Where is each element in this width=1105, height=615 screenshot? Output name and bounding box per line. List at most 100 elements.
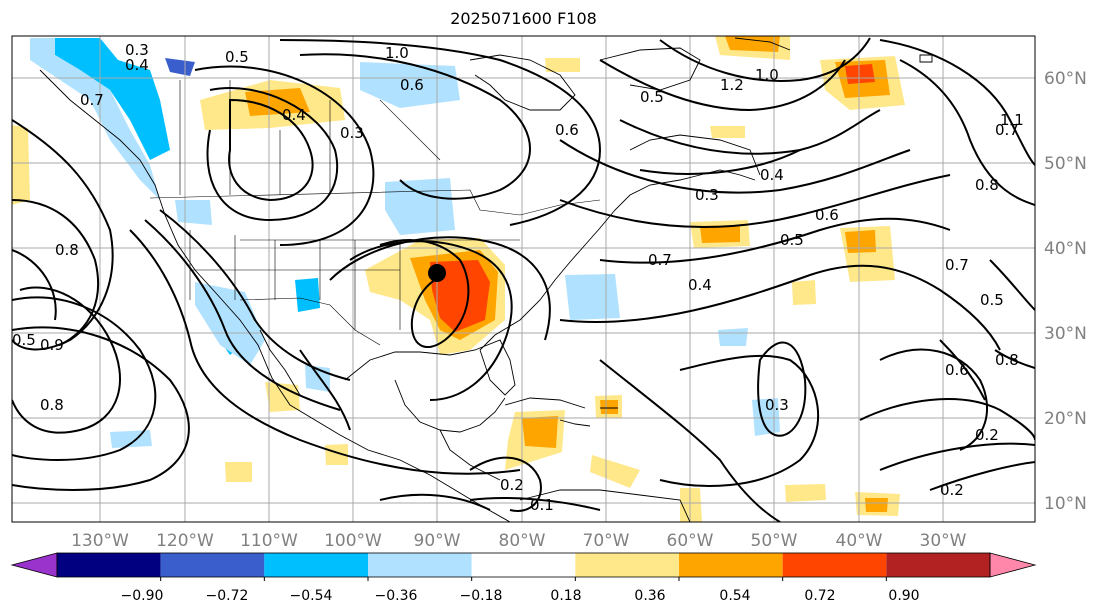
colorbar-cell [471, 553, 576, 577]
contour-label: 0.6 [945, 361, 969, 379]
shaded-anomaly-layer [12, 36, 905, 522]
colorbar-cell [160, 553, 265, 577]
colorbar-tick-label: −0.18 [460, 588, 503, 604]
shade-yellow-baja [265, 382, 300, 412]
contour-label: 0.5 [12, 331, 36, 349]
lon-label: 80°W [499, 531, 546, 551]
lon-label: 130°W [71, 531, 129, 551]
contour-label: 0.7 [80, 91, 104, 109]
shade-red-central [430, 260, 490, 332]
colorbar-cell [886, 553, 990, 577]
contour-label: 0.8 [55, 241, 79, 259]
shade-blue-pacific-nw [55, 38, 170, 160]
lon-label: 60°W [667, 531, 714, 551]
colorbar-tick-label: 0.36 [634, 588, 665, 604]
lon-label: 50°W [751, 531, 798, 551]
shade-orange-caribbean [522, 416, 558, 448]
shade-blue-texas [295, 278, 320, 312]
colorbar-tick-label: −0.72 [206, 588, 249, 604]
contour-label: 0.2 [975, 426, 999, 444]
contour-label: 0.9 [40, 336, 64, 354]
shade-orange-greenland [725, 36, 780, 52]
lon-label: 90°W [414, 531, 461, 551]
colorbar-tick-label: 0.72 [804, 588, 835, 604]
colorbar-cells [10, 552, 1037, 581]
shade-orange-canada [245, 88, 310, 116]
lon-label: 40°W [836, 531, 883, 551]
contour-label: 0.6 [400, 76, 424, 94]
contour-label: 0.4 [760, 166, 784, 184]
contour-label: 0.4 [688, 276, 712, 294]
lat-label: 20°N [1044, 409, 1087, 429]
shade-lightblue-hudson [360, 62, 460, 108]
contour-label: 0.6 [555, 121, 579, 139]
lon-label: 30°W [920, 531, 967, 551]
shade-orange-30w [865, 498, 888, 512]
colorbar-extend-high [989, 552, 1037, 578]
lat-label: 10°N [1044, 494, 1087, 514]
contour-label: 0.7 [945, 256, 969, 274]
colorbar-tick-label: 0.18 [550, 588, 581, 604]
shade-yellow-west-edge [12, 125, 30, 205]
shade-yellow-60w [680, 488, 702, 522]
shade-yellow-lesser-ant [590, 455, 640, 488]
map-title: 2025071600 F108 [450, 9, 597, 28]
contour-label: 0.8 [975, 176, 999, 194]
shade-yellow-gulf [325, 444, 348, 465]
colorbar-tick-label: 0.90 [888, 588, 919, 604]
lat-label: 50°N [1044, 154, 1087, 174]
colorbar-cell [575, 553, 679, 577]
colorbar-cell [57, 553, 161, 577]
map-border [11, 35, 1036, 523]
contour-label: 0.5 [780, 231, 804, 249]
shade-yellow-labrador [545, 58, 580, 72]
lon-label: 120°W [156, 531, 214, 551]
contour-label: 0.3 [340, 124, 364, 142]
contour-label: 1.0 [755, 66, 779, 84]
contour-label: 0.5 [980, 291, 1004, 309]
contour-label: 0.8 [995, 351, 1019, 369]
contour-label: 0.2 [500, 476, 524, 494]
shade-orange-atl-east [845, 230, 876, 253]
contour-label: 0.4 [125, 56, 149, 74]
contour-label: 1.2 [720, 76, 744, 94]
colorbar-cell [368, 553, 472, 577]
colorbar-extend-low [10, 552, 58, 578]
contour-label: 0.8 [40, 396, 64, 414]
contour-label: 0.3 [695, 186, 719, 204]
shade-navy-pacific [165, 58, 195, 76]
contour-label: 0.7 [995, 121, 1019, 139]
shade-yellow-canada-ne [710, 126, 745, 138]
lat-label: 40°N [1044, 239, 1087, 259]
shade-red-iceland [845, 64, 875, 84]
contour-label: 0.3 [125, 41, 149, 59]
shade-yellow-pacific [225, 462, 252, 482]
shade-yellow-50w [792, 280, 816, 305]
contour-label: 0.5 [640, 88, 664, 106]
contour-label-layer: 0.3 0.4 0.5 1.0 0.6 0.7 0.8 0.9 0.4 0.3 … [12, 41, 1024, 514]
graticule [12, 36, 1035, 522]
lon-label: 110°W [240, 531, 298, 551]
colorbar-tick-label: −0.36 [375, 588, 418, 604]
location-marker [428, 264, 446, 282]
colorbar-cell [782, 553, 887, 577]
shade-yellow-40w-s [785, 484, 826, 502]
contour-label: 1.0 [385, 44, 409, 62]
contour-label: 0.7 [648, 251, 672, 269]
contour-label: 0.5 [225, 48, 249, 66]
colorbar-cell [679, 553, 783, 577]
lon-label: 100°W [324, 531, 382, 551]
shade-orange-atl-40n [700, 225, 740, 243]
contour-label: 0.1 [530, 496, 554, 514]
contour-label: 0.2 [940, 481, 964, 499]
lat-labels: 60°N 50°N 40°N 30°N 20°N 10°N [1044, 69, 1087, 514]
colorbar-tick-label: −0.90 [121, 588, 164, 604]
lon-labels: 130°W 120°W 110°W 100°W 90°W 80°W 70°W 6… [71, 531, 967, 551]
shade-lightblue-plains [175, 200, 212, 225]
colorbar-ticks: −0.90 −0.72 −0.54 −0.36 −0.18 0.18 0.36 … [121, 588, 920, 604]
contour-label: 1.1 [1000, 111, 1024, 129]
contour-lines [12, 37, 1035, 522]
colorbar-tick-label: −0.54 [290, 588, 333, 604]
